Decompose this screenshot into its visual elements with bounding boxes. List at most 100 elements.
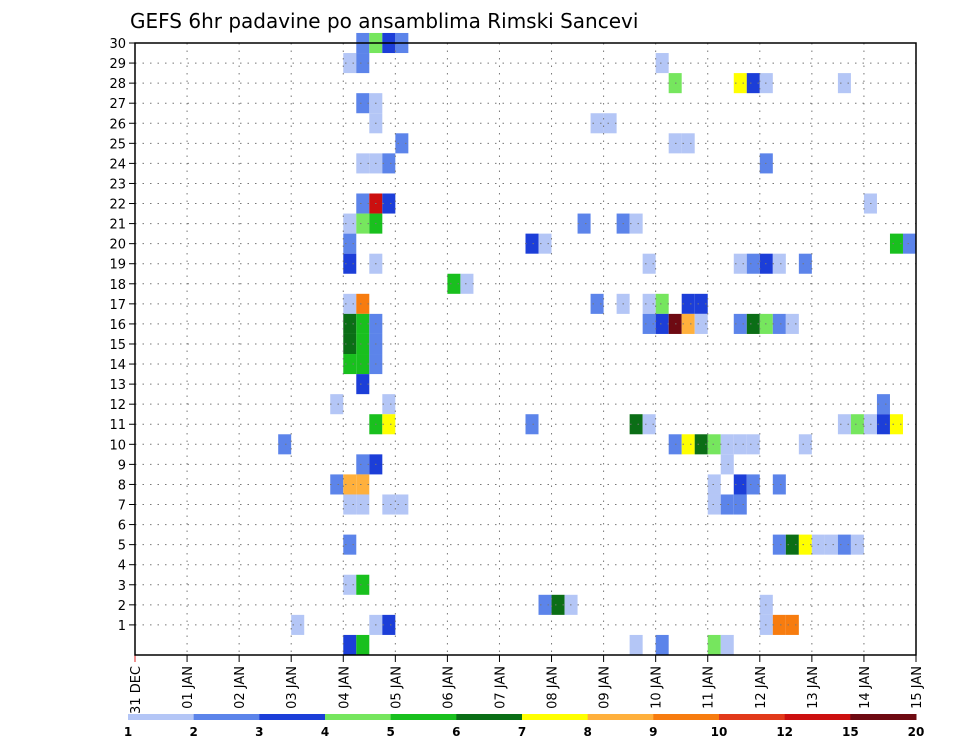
- y-tick-label: 1: [118, 619, 126, 634]
- heatmap-cell: [577, 213, 591, 234]
- heatmap-cell: [343, 494, 357, 515]
- heatmap-cell: [382, 193, 396, 214]
- heatmap-cell: [694, 313, 708, 334]
- y-tick-label: 18: [109, 278, 126, 293]
- heatmap-cell: [746, 253, 760, 274]
- heatmap-cell: [395, 494, 409, 515]
- legend-swatch: [653, 714, 720, 720]
- legend-swatch: [456, 714, 523, 720]
- heatmap-cell: [655, 634, 669, 655]
- color-legend: 1 2 3 4 5 6 7 8 9 10 12 15 20: [124, 714, 925, 739]
- x-tick-label: 12 JAN: [754, 666, 769, 709]
- heatmap-cell: [694, 293, 708, 314]
- heatmap-cell: [720, 634, 734, 655]
- legend-level-label: 7: [518, 725, 526, 739]
- heatmap-cell: [837, 73, 851, 94]
- legend-level-label: 20: [908, 725, 925, 739]
- legend-swatch: [587, 714, 654, 720]
- heatmap-cell: [356, 313, 370, 334]
- heatmap-cell: [356, 293, 370, 314]
- heatmap-cell: [733, 73, 747, 94]
- heatmap-cell: [382, 153, 396, 174]
- y-tick-label: 15: [109, 338, 126, 353]
- y-tick-label: 26: [109, 117, 126, 132]
- y-tick-label: 4: [118, 559, 126, 574]
- heatmap-cell: [356, 193, 370, 214]
- heatmap-cell: [798, 434, 812, 455]
- grid-lines: [135, 42, 916, 655]
- heatmap-cell: [460, 273, 474, 294]
- plot-frame: [134, 42, 917, 656]
- legend-level-label: 10: [711, 725, 728, 739]
- heatmap-cell: [356, 333, 370, 355]
- legend-level-label: 2: [189, 725, 197, 739]
- heatmap-cell: [681, 434, 695, 455]
- x-tick-label: 31 DEC: [129, 666, 144, 714]
- heatmap-cell: [824, 534, 838, 555]
- heatmap-cell: [356, 53, 370, 74]
- heatmap-cell: [278, 434, 292, 455]
- heatmap-cell: [330, 474, 344, 495]
- y-tick-label: 9: [118, 458, 126, 473]
- heatmap-cell: [785, 313, 799, 334]
- heatmap-cell: [343, 534, 357, 555]
- legend-swatch: [325, 714, 392, 720]
- heatmap-cell: [772, 614, 786, 635]
- heatmap-cell: [525, 233, 539, 254]
- legend-level-label: 4: [321, 725, 329, 739]
- heatmap-cell: [746, 434, 760, 455]
- y-tick-label: 29: [109, 57, 126, 72]
- heatmap-cell: [785, 534, 799, 555]
- y-tick-label: 19: [109, 258, 126, 273]
- chart-title: GEFS 6hr padavine po ansamblima Rimski S…: [130, 9, 638, 33]
- y-tick-label: 20: [109, 238, 126, 253]
- heatmap-cell: [876, 414, 890, 435]
- heatmap-cell: [343, 293, 357, 314]
- y-tick-label: 16: [109, 318, 126, 333]
- heatmap-cell: [382, 614, 396, 635]
- heatmap-cell: [785, 614, 799, 635]
- heatmap-cell: [655, 313, 669, 334]
- heatmap-cell: [382, 414, 396, 435]
- y-tick-label: 7: [118, 499, 126, 514]
- legend-level-label: 15: [842, 725, 859, 739]
- x-tick-label: 02 JAN: [233, 666, 248, 709]
- y-tick-label: 27: [109, 97, 126, 112]
- x-tick-label: 15 JAN: [910, 666, 925, 709]
- legend-level-label: 9: [649, 725, 657, 739]
- x-tick-label: 03 JAN: [285, 666, 300, 709]
- heatmap-cell: [655, 53, 669, 74]
- heatmap-cell: [330, 394, 344, 415]
- legend-swatch: [259, 714, 326, 720]
- heatmap-cell: [382, 494, 396, 515]
- y-tick-label: 30: [109, 37, 126, 52]
- x-tick-label: 08 JAN: [546, 666, 561, 709]
- y-tick-label: 8: [118, 478, 126, 493]
- x-tick-label: 13 JAN: [806, 666, 821, 709]
- heatmap-cell: [356, 454, 370, 475]
- y-tick-label: 24: [109, 157, 126, 172]
- heatmap-cell: [343, 213, 357, 234]
- heatmap-cell: [707, 634, 721, 655]
- heatmap-cell: [603, 113, 617, 134]
- legend-level-label: 1: [124, 725, 132, 739]
- heatmap-cell: [876, 394, 890, 415]
- heatmap-cell: [343, 634, 357, 655]
- heatmap-cell: [343, 474, 357, 495]
- heatmap-cell: [343, 354, 357, 375]
- legend-level-label: 5: [386, 725, 394, 739]
- heatmap-cell: [343, 313, 357, 334]
- heatmap-cell: [889, 233, 903, 254]
- heatmap-cell: [707, 474, 721, 495]
- x-tick-label: 04 JAN: [337, 666, 352, 709]
- heatmap-cell: [356, 494, 370, 515]
- heatmap-cell: [746, 313, 760, 334]
- heatmap-cell: [733, 494, 747, 515]
- heatmap-cell: [343, 53, 357, 74]
- heatmap-cell: [538, 233, 552, 254]
- heatmap-cell: [343, 233, 357, 254]
- y-tick-label: 12: [109, 398, 126, 413]
- x-tick-label: 05 JAN: [389, 666, 404, 709]
- y-axis: 1234567891011121314151617181920212223242…: [109, 37, 135, 634]
